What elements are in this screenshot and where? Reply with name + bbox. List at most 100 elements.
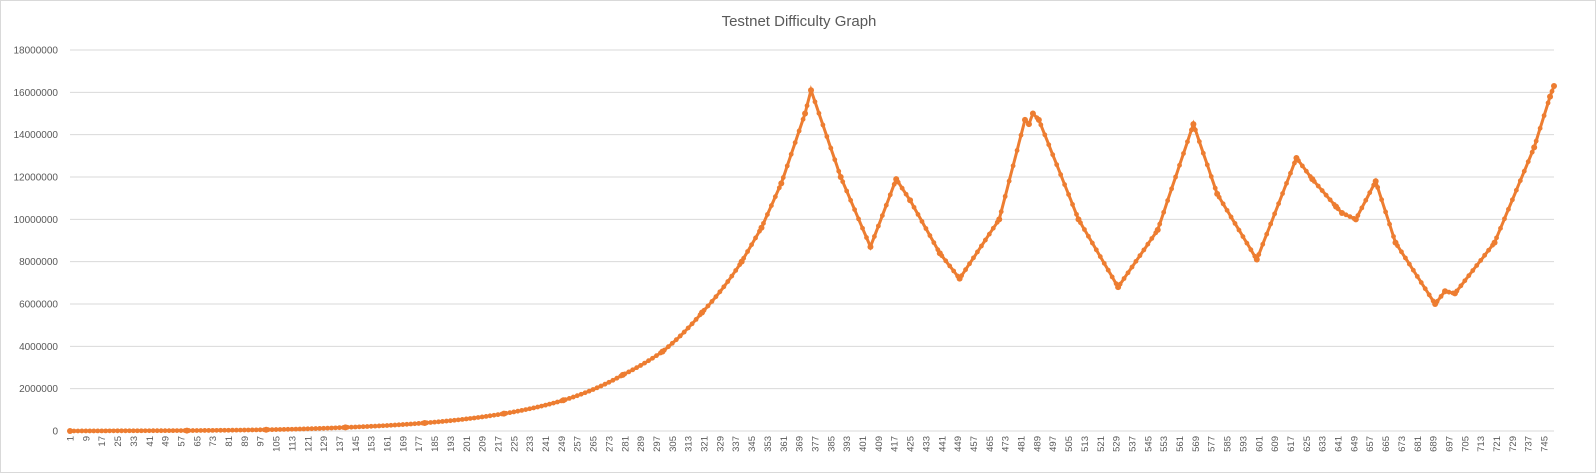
data-marker bbox=[1351, 216, 1357, 221]
data-marker bbox=[717, 289, 723, 295]
x-tick-label: 1 bbox=[66, 436, 77, 441]
data-marker bbox=[226, 427, 231, 433]
x-tick-label: 497 bbox=[1048, 436, 1059, 452]
data-marker bbox=[1153, 230, 1159, 236]
data-marker bbox=[1391, 234, 1396, 239]
data-marker bbox=[1422, 286, 1428, 292]
data-marker bbox=[614, 375, 620, 381]
data-marker bbox=[955, 273, 961, 279]
data-marker bbox=[1303, 168, 1309, 174]
data-marker bbox=[753, 235, 758, 241]
data-marker bbox=[868, 244, 873, 250]
data-marker bbox=[388, 422, 394, 428]
data-marker bbox=[1462, 278, 1468, 284]
x-tick-label: 441 bbox=[937, 436, 948, 452]
data-marker bbox=[511, 409, 517, 415]
data-marker bbox=[1058, 172, 1064, 177]
data-marker bbox=[990, 225, 996, 231]
data-marker bbox=[1256, 252, 1262, 257]
data-marker bbox=[1268, 221, 1274, 227]
x-tick-label: 561 bbox=[1175, 436, 1186, 452]
data-marker bbox=[594, 385, 600, 391]
data-marker bbox=[1212, 185, 1218, 191]
data-marker bbox=[1192, 127, 1198, 133]
series-line bbox=[70, 84, 1556, 433]
data-marker bbox=[1418, 280, 1424, 285]
data-marker bbox=[681, 329, 687, 335]
x-axis-tick-labels: 1 9 17 25 33 41 49 57 65 73 81 89 97 105 113 121 129 137 1… bbox=[66, 436, 1551, 452]
data-marker bbox=[424, 420, 430, 426]
data-marker bbox=[1145, 241, 1151, 247]
data-marker bbox=[83, 428, 89, 434]
data-marker bbox=[713, 294, 719, 300]
x-tick-label: 201 bbox=[462, 436, 473, 452]
data-marker bbox=[1046, 142, 1052, 148]
x-tick-label: 745 bbox=[1540, 436, 1551, 452]
data-marker bbox=[119, 428, 124, 434]
x-tick-label: 297 bbox=[652, 436, 663, 452]
data-marker bbox=[1319, 188, 1325, 193]
x-tick-label: 713 bbox=[1476, 436, 1487, 452]
data-marker bbox=[808, 87, 814, 93]
data-marker bbox=[1244, 240, 1250, 246]
data-marker bbox=[1375, 184, 1381, 190]
x-tick-label: 409 bbox=[874, 436, 885, 452]
data-marker bbox=[943, 258, 949, 264]
data-marker bbox=[467, 416, 473, 421]
data-marker bbox=[1323, 192, 1329, 198]
data-marker bbox=[1494, 235, 1499, 241]
data-marker bbox=[784, 163, 790, 169]
x-tick-label: 569 bbox=[1191, 436, 1202, 452]
data-marker bbox=[1089, 240, 1095, 246]
data-marker bbox=[935, 247, 941, 253]
data-marker bbox=[198, 428, 204, 433]
x-tick-label: 209 bbox=[478, 436, 489, 452]
x-tick-label: 617 bbox=[1286, 436, 1297, 452]
data-marker bbox=[840, 179, 846, 185]
data-marker bbox=[475, 415, 481, 420]
data-marker bbox=[1216, 194, 1222, 200]
data-marker bbox=[261, 427, 267, 433]
data-marker bbox=[253, 427, 259, 433]
data-marker bbox=[1264, 231, 1270, 237]
data-marker bbox=[257, 427, 263, 433]
data-marker bbox=[761, 220, 766, 226]
data-marker bbox=[1034, 115, 1040, 121]
data-marker bbox=[210, 427, 216, 433]
data-marker bbox=[503, 410, 509, 416]
data-marker bbox=[237, 427, 243, 433]
data-marker bbox=[1442, 288, 1448, 294]
data-marker bbox=[1355, 213, 1361, 218]
data-marker bbox=[519, 408, 525, 413]
data-marker bbox=[733, 268, 739, 273]
data-marker bbox=[376, 423, 382, 429]
data-marker bbox=[107, 428, 113, 434]
data-marker bbox=[963, 267, 968, 273]
x-tick-label: 633 bbox=[1318, 436, 1329, 452]
y-tick-label: 16000000 bbox=[14, 88, 59, 99]
data-marker bbox=[661, 347, 667, 353]
x-tick-label: 177 bbox=[414, 436, 425, 452]
data-marker bbox=[1181, 151, 1186, 156]
data-marker bbox=[1204, 162, 1210, 168]
data-marker bbox=[669, 340, 675, 346]
x-tick-label: 313 bbox=[684, 436, 695, 452]
data-marker bbox=[626, 369, 632, 375]
data-marker bbox=[1125, 270, 1131, 276]
data-marker bbox=[947, 263, 953, 269]
data-marker bbox=[115, 428, 120, 434]
data-marker bbox=[356, 424, 362, 430]
y-tick-label: 6000000 bbox=[19, 300, 58, 311]
data-marker bbox=[166, 428, 172, 434]
data-marker bbox=[1149, 236, 1155, 241]
data-marker bbox=[131, 428, 136, 434]
data-marker bbox=[396, 422, 402, 428]
data-marker bbox=[610, 377, 616, 383]
data-marker bbox=[1521, 168, 1527, 174]
y-tick-label: 12000000 bbox=[14, 173, 59, 184]
data-marker bbox=[582, 390, 588, 396]
data-point bbox=[802, 110, 809, 117]
data-marker bbox=[1050, 152, 1056, 158]
data-marker bbox=[919, 219, 925, 224]
data-marker bbox=[75, 428, 81, 434]
